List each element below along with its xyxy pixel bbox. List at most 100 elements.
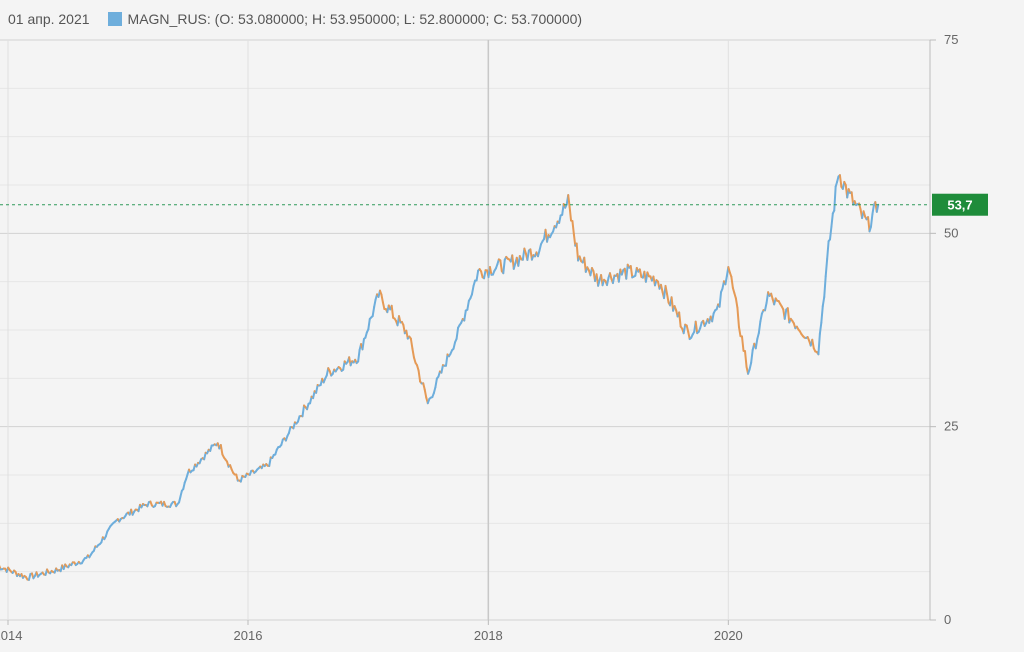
price-segment xyxy=(268,456,272,467)
price-segment xyxy=(483,269,487,280)
price-segment xyxy=(821,296,826,308)
price-segment xyxy=(786,307,791,324)
price-segment xyxy=(488,266,493,276)
x-tick-label: 2018 xyxy=(474,628,503,643)
price-segment xyxy=(759,312,763,323)
price-segment xyxy=(718,291,723,308)
price-segment xyxy=(373,298,377,308)
y-tick-label: 0 xyxy=(944,612,951,627)
price-segment xyxy=(409,337,414,350)
price-segment xyxy=(423,388,428,399)
price-segment xyxy=(422,382,426,391)
price-segment xyxy=(869,213,874,228)
x-tick-label: 2016 xyxy=(234,628,263,643)
price-segment xyxy=(875,203,880,213)
price-segment xyxy=(380,293,384,304)
price-segment xyxy=(687,330,691,341)
price-segment xyxy=(833,185,837,212)
price-segment xyxy=(235,473,239,482)
price-segment xyxy=(750,348,754,364)
price-segment xyxy=(381,301,386,310)
price-segment xyxy=(444,353,449,367)
price-segment xyxy=(466,299,470,311)
price-segment xyxy=(737,325,742,338)
price-segment xyxy=(740,335,745,352)
price-segment xyxy=(455,326,460,340)
price-segment xyxy=(475,269,480,282)
price-segment xyxy=(452,341,457,350)
price-segment xyxy=(371,305,376,318)
price-segment xyxy=(611,274,616,285)
price-segment xyxy=(398,315,402,324)
price-segment xyxy=(711,312,715,323)
price-segment xyxy=(638,268,643,278)
price-segment xyxy=(287,426,292,435)
price-segment xyxy=(744,350,748,368)
price-segment xyxy=(820,305,824,324)
price-segment xyxy=(850,191,855,206)
legend-text: MAGN_RUS: (O: 53.080000; H: 53.950000; L… xyxy=(127,11,583,27)
price-segment xyxy=(411,347,415,359)
price-segment xyxy=(664,284,669,296)
price-segment xyxy=(625,263,629,280)
price-segment xyxy=(748,361,753,371)
price-segment xyxy=(568,205,573,222)
price-segment xyxy=(678,311,682,328)
price-segment xyxy=(390,304,395,319)
price-segment xyxy=(730,275,734,289)
price-segment xyxy=(685,324,690,333)
price-segment xyxy=(301,404,306,418)
header-date: 01 апр. 2021 xyxy=(8,11,90,27)
price-segment xyxy=(315,384,319,394)
price-segment xyxy=(367,317,371,331)
chart-header: 01 апр. 2021 MAGN_RUS: (O: 53.080000; H:… xyxy=(8,9,582,29)
price-segment xyxy=(871,204,875,216)
price-segment xyxy=(830,212,834,228)
price-segment xyxy=(27,572,32,581)
price-segment xyxy=(502,258,506,275)
price-segment xyxy=(575,242,580,262)
x-tick-label: 2014 xyxy=(0,628,22,643)
price-segment xyxy=(361,337,365,351)
price-segment xyxy=(824,258,829,278)
price-segment xyxy=(526,249,530,261)
price-segment xyxy=(480,270,484,279)
price-segment xyxy=(734,297,739,309)
price-segment xyxy=(818,321,823,335)
last-price-badge xyxy=(932,193,988,216)
y-tick-label: 75 xyxy=(944,32,958,47)
x-tick-label: 2020 xyxy=(714,628,743,643)
last-price-label: 53,7 xyxy=(947,198,972,213)
price-segment xyxy=(434,377,438,389)
price-segment xyxy=(219,444,224,456)
price-segment xyxy=(783,308,788,320)
price-segment xyxy=(817,332,821,356)
price-segment xyxy=(538,243,542,252)
price-segment xyxy=(470,284,475,296)
price-segment xyxy=(764,301,768,312)
price-segment xyxy=(756,331,760,340)
price-segment xyxy=(417,369,422,383)
price-segment xyxy=(499,259,503,273)
price-segment xyxy=(357,348,361,363)
price-segment xyxy=(724,275,728,286)
y-tick-label: 50 xyxy=(944,225,958,240)
price-segment xyxy=(811,338,815,350)
price-segment xyxy=(829,225,833,241)
legend-swatch xyxy=(107,12,122,26)
price-segment xyxy=(182,481,186,491)
price-segment xyxy=(567,194,571,208)
price-segment xyxy=(826,240,830,261)
price-segment xyxy=(440,364,444,374)
price-segment xyxy=(757,320,762,334)
price-segment xyxy=(666,293,670,304)
price-segment xyxy=(754,337,759,350)
price-segment xyxy=(682,323,687,335)
price-segment xyxy=(694,320,699,335)
price-segment xyxy=(838,174,843,188)
y-tick-label: 25 xyxy=(944,419,958,434)
price-segment xyxy=(606,276,610,287)
price-segment xyxy=(572,232,577,247)
price-segment xyxy=(629,265,634,279)
